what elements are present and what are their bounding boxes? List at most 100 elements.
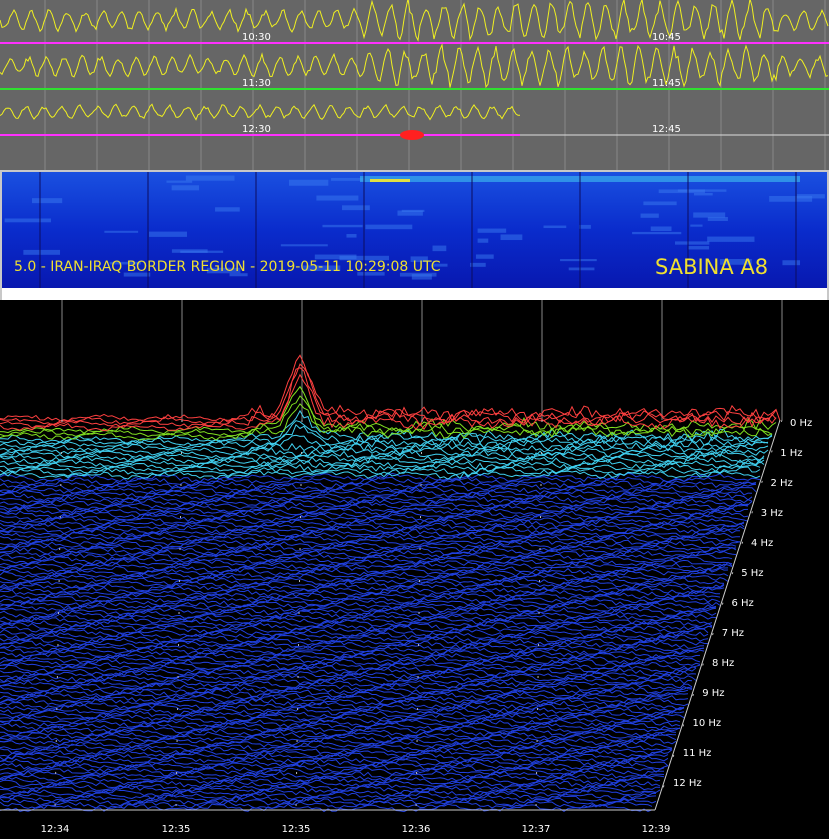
streak bbox=[693, 212, 726, 218]
streak bbox=[432, 245, 447, 252]
spectrum-line bbox=[0, 634, 709, 644]
spectrum-line bbox=[0, 455, 765, 468]
spectrum-line bbox=[0, 579, 725, 589]
spectrum-line bbox=[0, 622, 713, 632]
spectrum-line bbox=[0, 767, 664, 777]
streak bbox=[346, 234, 357, 238]
streak bbox=[180, 250, 224, 253]
spectrum-line bbox=[0, 652, 701, 662]
spectrum-line bbox=[0, 625, 713, 634]
spectrum-line bbox=[0, 537, 741, 547]
spectrum-line bbox=[0, 600, 717, 610]
streak bbox=[4, 218, 51, 223]
time-label: 10:45 bbox=[652, 32, 681, 43]
spectrum-line bbox=[0, 776, 661, 786]
spectrum-line bbox=[0, 649, 705, 659]
streak bbox=[23, 249, 61, 255]
streak bbox=[280, 244, 328, 247]
streak bbox=[687, 246, 710, 250]
spectrum-line bbox=[0, 558, 733, 568]
streak bbox=[643, 201, 677, 206]
spectrum-line bbox=[0, 434, 769, 453]
streak bbox=[370, 179, 410, 182]
spectrum-line bbox=[0, 728, 677, 737]
spectrum-line bbox=[0, 504, 749, 514]
spectrum-line bbox=[0, 773, 665, 783]
spectrum-line bbox=[0, 519, 745, 529]
frequency-label: 8 Hz bbox=[712, 658, 734, 669]
floor-line bbox=[535, 419, 543, 811]
frequency-label: 2 Hz bbox=[771, 478, 793, 489]
streak bbox=[432, 263, 448, 267]
streak bbox=[185, 175, 235, 181]
time-label: 12:37 bbox=[522, 824, 551, 835]
spectrum-line bbox=[0, 522, 745, 532]
spectrum-line bbox=[0, 488, 753, 499]
frequency-label: 0 Hz bbox=[790, 418, 812, 429]
spectrum-line bbox=[0, 465, 761, 477]
spectrum-line bbox=[0, 764, 665, 774]
spectrum-line bbox=[0, 800, 653, 810]
streak bbox=[149, 231, 187, 237]
frequency-label: 12 Hz bbox=[673, 778, 702, 789]
spectrum-line bbox=[0, 607, 717, 616]
streak bbox=[719, 258, 752, 265]
floor-line bbox=[415, 419, 423, 811]
spectrum-line bbox=[0, 664, 697, 674]
spectrum-line bbox=[0, 459, 765, 471]
spectrum-line bbox=[0, 706, 685, 716]
time-label: 12:35 bbox=[282, 824, 311, 835]
streak bbox=[109, 261, 141, 265]
spectrum-line bbox=[0, 595, 721, 604]
streak bbox=[677, 189, 727, 192]
streak bbox=[707, 216, 728, 221]
spectrum-line bbox=[0, 501, 749, 510]
event-marker bbox=[400, 130, 424, 140]
spectrum-line bbox=[0, 740, 673, 749]
spectrum-line bbox=[0, 546, 737, 556]
streak bbox=[560, 259, 597, 262]
spectrum-line bbox=[0, 567, 729, 577]
spectrum-line bbox=[0, 646, 705, 656]
time-label: 11:45 bbox=[652, 78, 681, 89]
spectrum-line bbox=[0, 670, 697, 680]
streak bbox=[166, 180, 193, 183]
spectrum-line bbox=[0, 703, 685, 713]
streak bbox=[229, 273, 248, 277]
floor-line bbox=[175, 419, 183, 811]
streak bbox=[568, 267, 595, 271]
trace bbox=[0, 103, 520, 121]
streak bbox=[707, 236, 755, 242]
spectrum-line bbox=[0, 354, 781, 423]
streak bbox=[475, 254, 494, 259]
frequency-label: 1 Hz bbox=[780, 448, 802, 459]
event-label: 5.0 - IRAN-IRAQ BORDER REGION - 2019-05-… bbox=[14, 259, 441, 275]
waterfall: 0 Hz 1 Hz 2 Hz 3 Hz 4 Hz 5 Hz 6 Hz 7 Hz 8 Hz 9 Hz… bbox=[0, 300, 812, 835]
streak bbox=[632, 231, 682, 235]
spectrum-line bbox=[0, 736, 677, 746]
spectrum-line bbox=[0, 610, 717, 619]
spectrum-line bbox=[0, 367, 777, 429]
spectrum-line bbox=[0, 588, 721, 598]
spectrum-line bbox=[0, 643, 705, 653]
spectrum-line bbox=[0, 486, 757, 495]
streak bbox=[171, 185, 200, 191]
spectrum-line bbox=[0, 586, 725, 595]
spectrum-line bbox=[0, 661, 701, 671]
streak bbox=[314, 254, 357, 260]
streak bbox=[302, 265, 341, 272]
spectrum-line bbox=[0, 655, 701, 665]
streak bbox=[342, 205, 370, 211]
spectrum-line bbox=[0, 613, 717, 622]
frequency-label: 4 Hz bbox=[751, 538, 773, 549]
trace bbox=[0, 43, 829, 89]
streak bbox=[796, 194, 825, 199]
spectrum-line bbox=[0, 715, 681, 725]
streak bbox=[31, 198, 63, 204]
time-label: 10:30 bbox=[242, 32, 271, 43]
streak bbox=[104, 230, 139, 233]
frequency-label: 9 Hz bbox=[702, 688, 724, 699]
spectrum-line bbox=[0, 682, 693, 692]
streak bbox=[399, 272, 437, 277]
spectrum-line bbox=[0, 797, 657, 807]
